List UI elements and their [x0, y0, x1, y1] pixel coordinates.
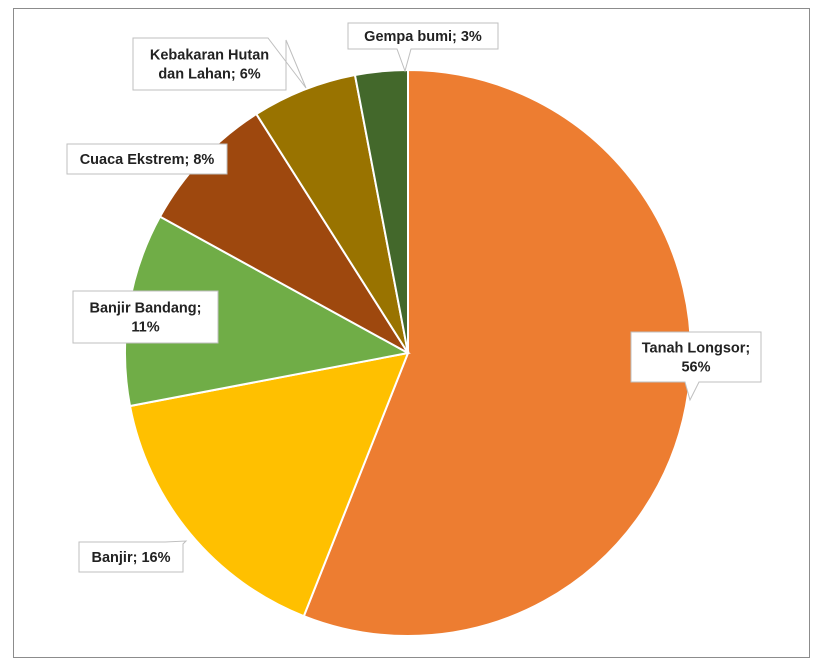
data-label-text: dan Lahan; 6%	[158, 67, 260, 83]
data-label-banjir: Banjir; 16%	[78, 540, 188, 573]
pie-slice-banjir	[128, 351, 410, 618]
data-label-kebakaran-hutan-dan-lahan: Kebakaran Hutan dan Lahan; 6%	[132, 37, 307, 91]
data-label-banjir-bandang: Banjir Bandang; 11%	[72, 290, 219, 344]
data-label-cuaca-ekstrem: Cuaca Ekstrem; 8%	[66, 143, 228, 175]
data-label-text: 11%	[131, 320, 159, 336]
data-label-box	[347, 22, 499, 73]
data-label-box	[72, 290, 219, 344]
pie-slice-tanah-longsor	[302, 68, 692, 637]
data-label-text: Gempa bumi; 3%	[364, 29, 482, 45]
data-label-gempa-bumi: Gempa bumi; 3%	[347, 22, 499, 73]
data-label-text: 56%	[681, 360, 710, 376]
data-label-box	[132, 37, 307, 91]
data-label-text: Cuaca Ekstrem; 8%	[80, 152, 215, 168]
data-label-text: Banjir Bandang;	[90, 301, 202, 317]
data-label-box	[66, 143, 228, 175]
data-label-text: Banjir; 16%	[92, 550, 171, 566]
data-label-box	[630, 331, 762, 402]
data-label-text: Kebakaran Hutan	[150, 48, 269, 64]
data-label-box	[78, 540, 188, 573]
data-label-tanah-longsor: Tanah Longsor; 56%	[630, 331, 762, 402]
data-label-text: Tanah Longsor;	[642, 341, 750, 357]
pie-slice-gempa-bumi	[353, 68, 409, 354]
